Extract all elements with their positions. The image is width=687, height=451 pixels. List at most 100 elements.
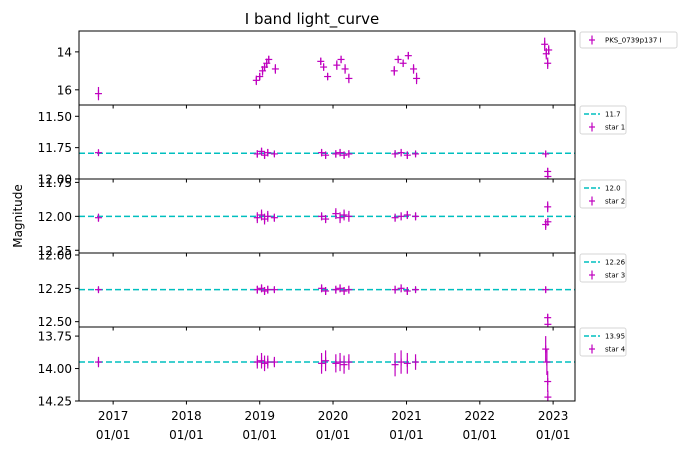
data-point (253, 212, 261, 224)
data-point (345, 285, 353, 294)
data-point (391, 213, 399, 222)
legend: 12.26 star 3 (579, 253, 627, 283)
data-point (341, 64, 349, 74)
data-point (412, 150, 420, 158)
data-point (94, 86, 102, 101)
panel-data (79, 201, 575, 230)
data-point (322, 287, 330, 295)
panel-data (79, 336, 575, 401)
data-point (318, 284, 326, 293)
data-point (340, 151, 348, 159)
legend-series-label: star 1 (605, 124, 625, 132)
panel-data (94, 37, 553, 101)
x-tick-label-date: 01/01 (242, 428, 277, 442)
data-point (397, 284, 405, 293)
data-point (332, 208, 340, 220)
data-point (544, 57, 552, 69)
data-point (390, 66, 398, 76)
data-point (256, 72, 264, 81)
data-point (336, 212, 344, 224)
data-point (412, 212, 420, 221)
data-point (94, 356, 102, 368)
y-tick-label: 14.25 (38, 395, 72, 409)
data-point (322, 151, 330, 159)
data-point (340, 355, 348, 374)
data-point (340, 209, 348, 221)
x-tick-label-date: 01/01 (536, 428, 571, 442)
data-point (391, 285, 399, 294)
x-tick-label-year: 2023 (538, 409, 569, 423)
data-point (410, 64, 418, 74)
data-point (265, 55, 273, 64)
legend-line-label: 12.0 (605, 185, 621, 193)
x-tick-label-date: 01/01 (169, 428, 204, 442)
data-point (399, 59, 407, 68)
data-point (336, 148, 344, 157)
data-point (271, 64, 279, 74)
data-point (322, 214, 330, 224)
panel-frame (78, 30, 576, 106)
data-point (94, 286, 102, 294)
data-point (544, 217, 552, 226)
data-point (340, 287, 348, 295)
data-point (391, 352, 399, 377)
data-point (270, 286, 278, 294)
legend-series-label: PKS_0739p137 I (605, 37, 662, 45)
data-point (413, 72, 421, 85)
data-point (545, 45, 553, 55)
y-tick-label: 11.75 (38, 141, 72, 155)
data-point (544, 201, 552, 213)
data-point (318, 352, 326, 374)
legend: 12.0 star 2 (579, 179, 627, 209)
data-point (261, 287, 269, 295)
data-point (332, 354, 340, 373)
x-tick-label-year: 2020 (318, 409, 349, 423)
data-point (337, 55, 345, 64)
y-tick-label: 12.25 (38, 244, 72, 258)
data-point (94, 149, 102, 157)
data-point (318, 148, 326, 157)
panel-3: 12.00 12.25 12.50 12.26 star 3 (38, 249, 627, 331)
data-point (324, 72, 332, 81)
legend-line-label: 11.7 (605, 111, 621, 119)
x-tick-label-year: 2021 (391, 409, 422, 423)
panel-data (79, 284, 575, 327)
data-point (403, 352, 411, 374)
panel-data (79, 147, 575, 179)
data-point (318, 212, 326, 221)
legend-series-label: star 2 (605, 198, 625, 206)
data-point (403, 210, 411, 220)
data-point (253, 285, 261, 294)
data-point (264, 148, 272, 157)
data-point (270, 213, 278, 222)
x-tick-label-date: 01/01 (463, 428, 498, 442)
data-point (332, 150, 340, 158)
panel-frame (78, 104, 576, 180)
x-tick-label-year: 2019 (244, 409, 275, 423)
data-point (333, 60, 341, 70)
data-point (252, 75, 260, 86)
data-point (544, 390, 552, 401)
data-point (264, 210, 272, 222)
data-point (336, 352, 344, 372)
data-point (403, 287, 411, 295)
legend-line-label: 12.26 (605, 259, 626, 267)
data-point (391, 150, 399, 158)
data-point (542, 150, 550, 158)
data-point (543, 349, 551, 376)
data-point (345, 73, 353, 84)
legend-series-label: star 4 (605, 346, 626, 354)
y-tick-label: 12.25 (38, 282, 72, 296)
y-axis-label: Magnitude (11, 184, 25, 248)
y-tick-label: 14.00 (38, 362, 72, 376)
data-point (317, 57, 325, 66)
y-tick-label: 12.00 (38, 249, 72, 263)
y-tick-label: 14 (57, 45, 72, 59)
chart-title: I band light_curve (245, 10, 379, 29)
y-tick-label: 12.00 (38, 210, 72, 224)
data-point (270, 356, 278, 368)
panel-frame (78, 326, 576, 402)
data-point (270, 150, 278, 158)
